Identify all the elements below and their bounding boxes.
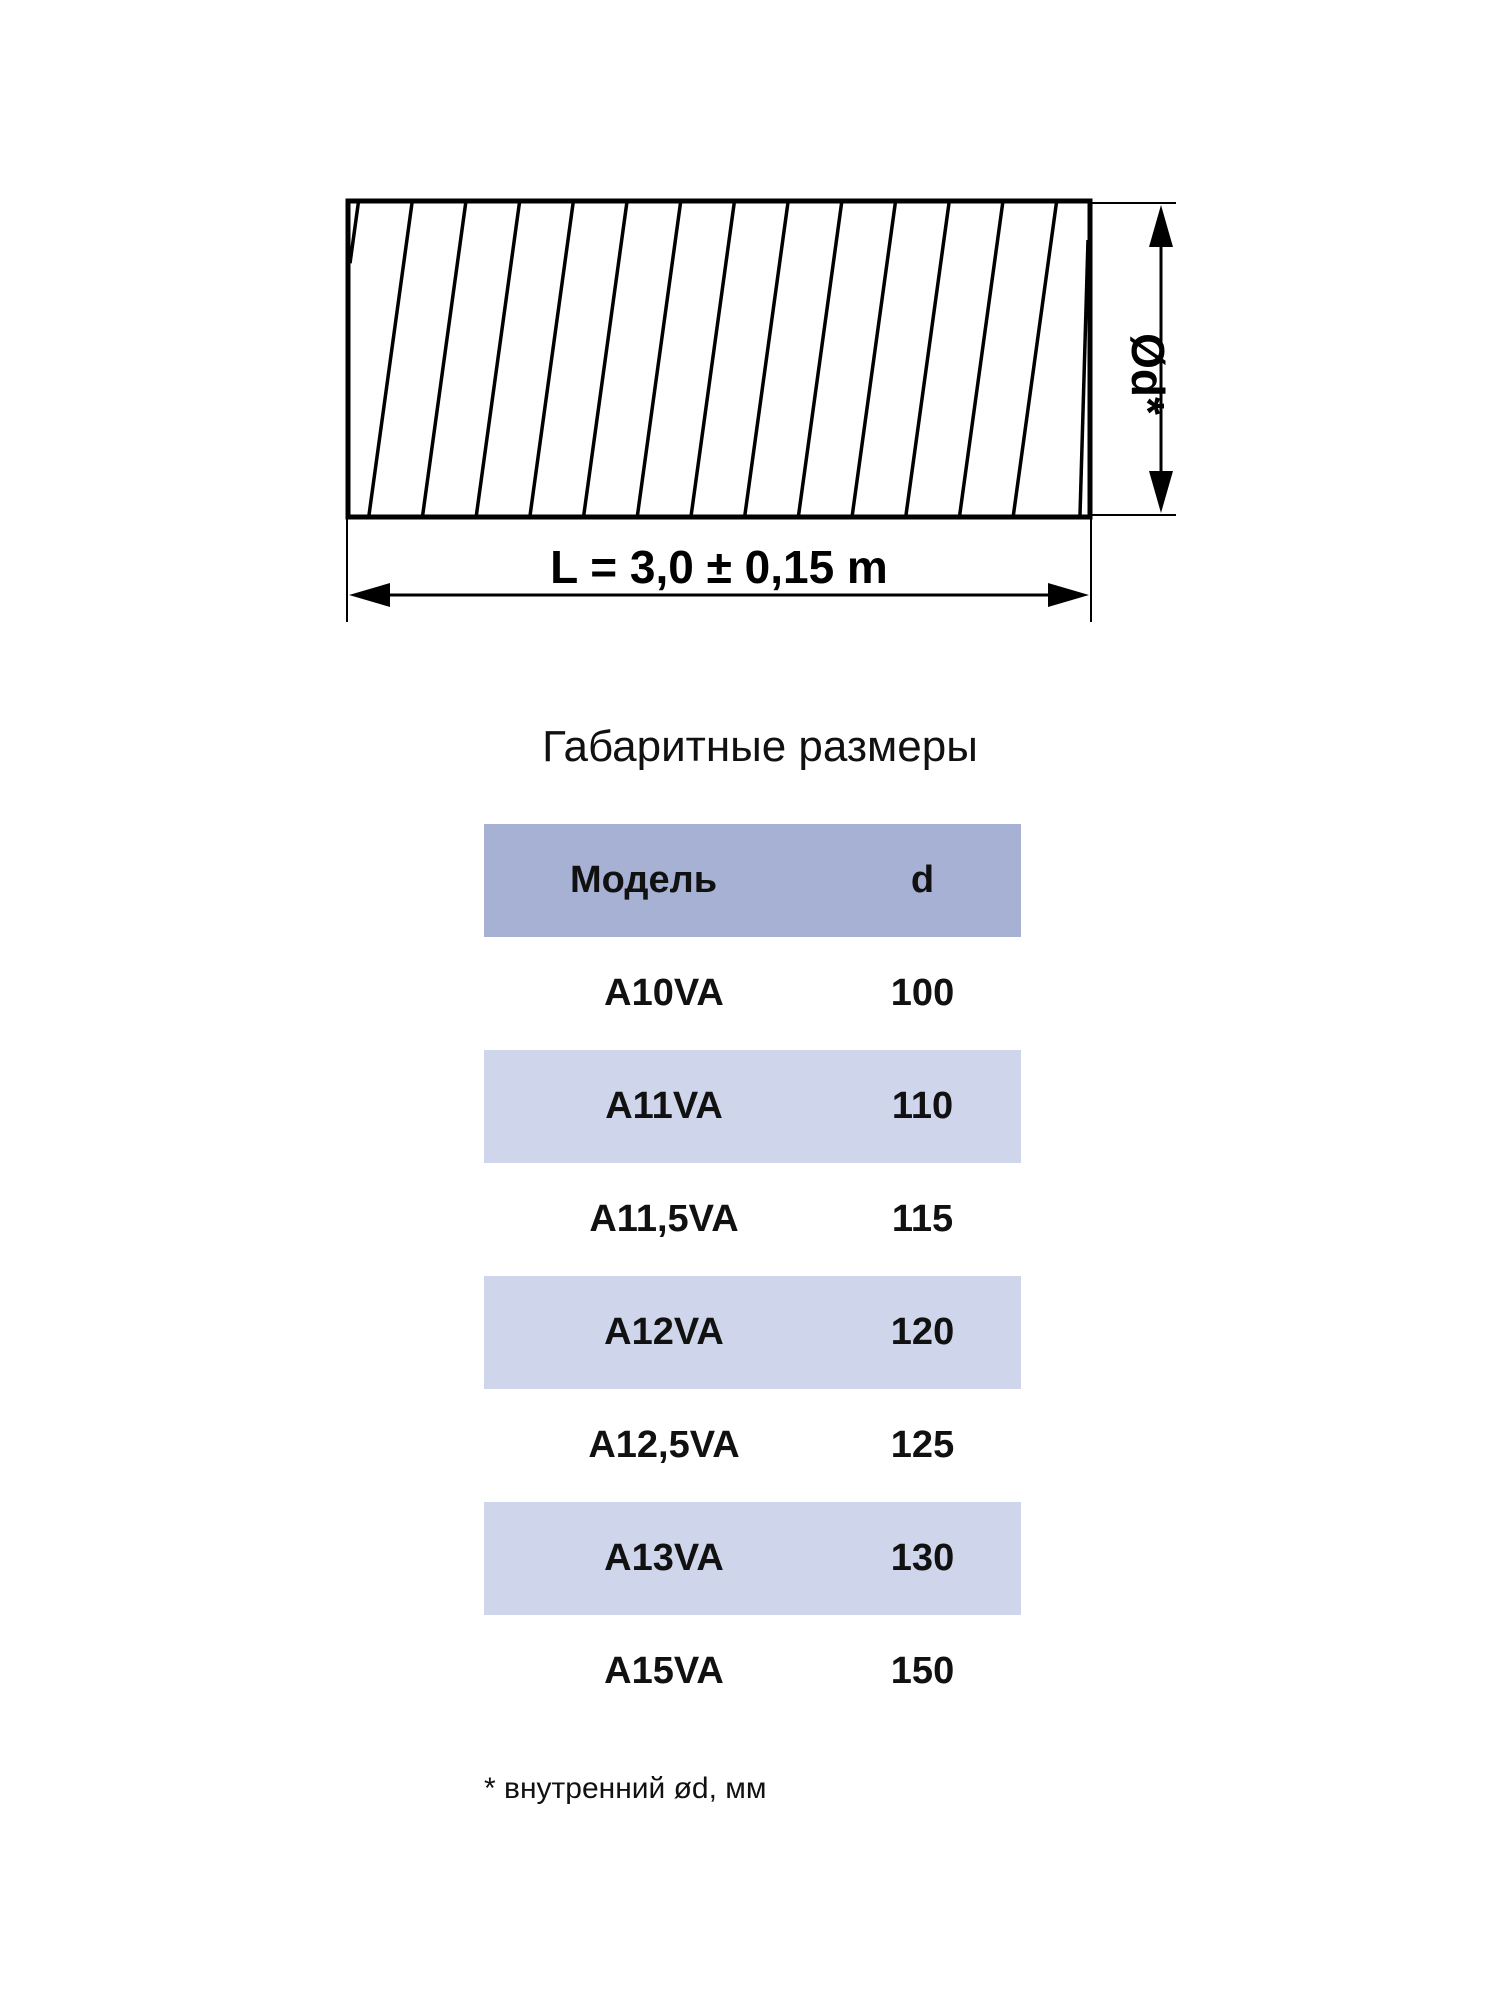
table-row: A13VA 130 — [484, 1502, 1021, 1615]
arrow-right-icon — [1048, 583, 1089, 607]
table-title: Габаритные размеры — [542, 722, 978, 771]
duct-outline — [345, 198, 1093, 520]
table-row: A11VA 110 — [484, 1050, 1021, 1163]
footnote: * внутренний ød, мм — [484, 1772, 767, 1805]
model-cell: A12,5VA — [588, 1424, 740, 1466]
model-cell: A11,5VA — [589, 1198, 739, 1240]
model-cell: A12VA — [484, 1276, 824, 1389]
table-row: A15VA 150 — [484, 1615, 1021, 1728]
spiral-line — [796, 202, 844, 516]
d-cell: 100 — [890, 972, 955, 1014]
model-cell: A15VA — [604, 1650, 724, 1692]
d-cell: 120 — [824, 1276, 1021, 1389]
spiral-line — [528, 202, 575, 516]
model-cell: A13VA — [484, 1502, 824, 1615]
table-row: A12VA 120 — [484, 1276, 1021, 1389]
d-cell: 110 — [824, 1050, 1021, 1163]
d-cell: 115 — [891, 1198, 954, 1240]
arrow-left-icon — [349, 583, 390, 607]
d-cell: 150 — [890, 1650, 955, 1692]
spiral-line — [635, 202, 683, 516]
table-row: A11,5VA 115 — [484, 1163, 1021, 1276]
arrow-down-icon — [1149, 471, 1173, 513]
header-model: Модель — [484, 824, 824, 937]
spiral-line — [850, 202, 898, 516]
spiral-line — [689, 202, 736, 516]
spiral-line — [904, 202, 951, 516]
table-row: A12,5VA 125 — [484, 1389, 1021, 1502]
model-cell: A11VA — [484, 1050, 824, 1163]
dimensions-table: Модель d A10VA 100 A11VA 110 A11,5VA 115 A12VA… — [484, 824, 1021, 1728]
spiral-line — [420, 202, 468, 516]
duct-spiral-lines — [348, 202, 1090, 516]
table-row: A10VA 100 — [484, 937, 1021, 1050]
arrow-up-icon — [1149, 205, 1173, 247]
model-cell: A10VA — [604, 972, 724, 1014]
spiral-line — [367, 202, 414, 516]
spiral-line — [348, 202, 361, 264]
spiral-line — [582, 202, 629, 516]
table-header-row: Модель d — [484, 824, 1021, 937]
header-d: d — [824, 824, 1021, 937]
d-cell: 130 — [824, 1502, 1021, 1615]
spiral-line — [1078, 239, 1090, 516]
duct-drawing: Ød* L = 3,0 ± 0,15 m — [345, 198, 1176, 622]
length-label: L = 3,0 ± 0,15 m — [550, 541, 888, 593]
diameter-label: Ød* — [1122, 333, 1174, 415]
spiral-line — [957, 202, 1005, 516]
spiral-line — [1011, 202, 1059, 516]
d-cell: 125 — [890, 1424, 955, 1466]
spiral-line — [743, 202, 790, 516]
spiral-line — [474, 202, 522, 516]
